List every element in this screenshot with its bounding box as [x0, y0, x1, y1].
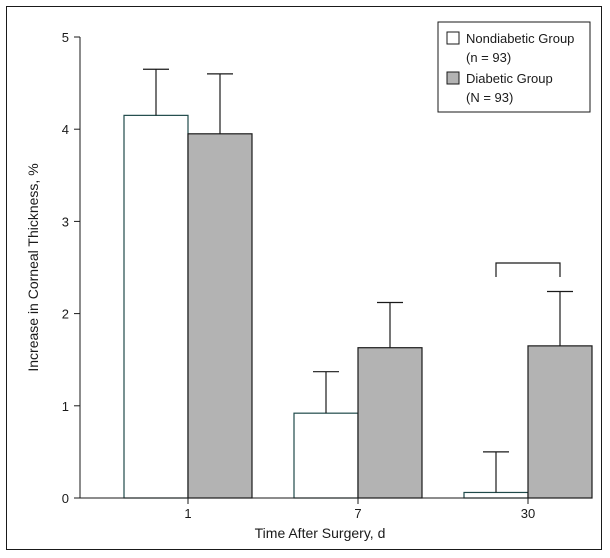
bar-nondiabetic-day-7 — [293, 412, 359, 499]
y-tick-label: 0 — [62, 491, 69, 506]
y-tick-label: 3 — [62, 214, 69, 229]
legend-n-nondiabetic: (n = 93) — [466, 50, 511, 65]
y-tick-label: 4 — [62, 122, 69, 137]
y-tick-label: 5 — [62, 30, 69, 45]
legend-swatch-nondiabetic — [446, 31, 460, 45]
legend-box — [437, 21, 591, 113]
y-axis-title: Increase in Corneal Thickness, % — [25, 163, 41, 371]
bar-diabetic-day-30 — [527, 345, 593, 499]
y-axis-ticks: 0 1 2 3 4 5 — [62, 30, 80, 506]
x-tick-label: 7 — [354, 506, 361, 521]
x-axis-ticks: 1 7 30 — [184, 498, 535, 521]
bar-nondiabetic-day-30 — [463, 491, 529, 499]
y-tick-label: 2 — [62, 307, 69, 322]
x-tick-label: 30 — [521, 506, 535, 521]
error-bars — [143, 68, 573, 493]
legend: Nondiabetic Group (n = 93) Diabetic Grou… — [437, 21, 591, 113]
bar-diabetic-day-1 — [187, 133, 253, 499]
bar-nondiabetic-day-1 — [123, 114, 189, 499]
legend-swatch-diabetic — [446, 71, 460, 85]
x-axis-title: Time After Surgery, d — [255, 525, 386, 541]
annotations — [495, 262, 561, 277]
bars — [123, 114, 593, 499]
x-tick-label: 1 — [184, 506, 191, 521]
significance-bracket — [495, 262, 561, 277]
legend-label-diabetic: Diabetic Group — [466, 71, 553, 86]
y-tick-label: 1 — [62, 399, 69, 414]
legend-n-diabetic: (N = 93) — [466, 90, 513, 105]
legend-label-nondiabetic: Nondiabetic Group — [466, 31, 574, 46]
bar-diabetic-day-7 — [357, 347, 423, 499]
